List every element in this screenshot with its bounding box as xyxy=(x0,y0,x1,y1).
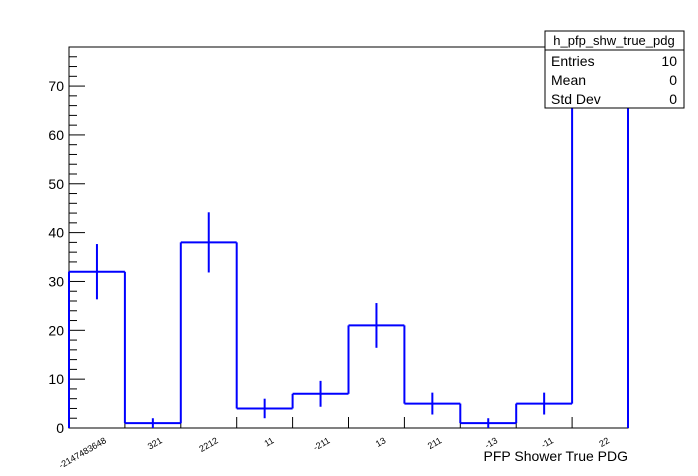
stats-title: h_pfp_shw_true_pdg xyxy=(553,33,674,48)
stats-label-stddev: Std Dev xyxy=(551,91,601,107)
histogram-bars xyxy=(68,46,629,428)
x-tick-label: 321 xyxy=(146,435,164,451)
x-axis-title: PFP Shower True PDG xyxy=(484,448,628,464)
stats-value-mean: 0 xyxy=(669,72,677,88)
y-tick-label: 60 xyxy=(48,127,64,143)
stats-label-entries: Entries xyxy=(551,53,595,69)
x-tick-label: 11 xyxy=(263,435,276,448)
stats-value-stddev: 0 xyxy=(669,91,677,107)
y-tick-label: 20 xyxy=(48,322,64,338)
stats-value-entries: 10 xyxy=(661,53,677,69)
y-tick-label: 70 xyxy=(48,78,64,94)
y-tick-label: 30 xyxy=(48,273,64,289)
y-tick-label: 50 xyxy=(48,176,64,192)
y-tick-label: 40 xyxy=(48,225,64,241)
x-tick-label: -2147483648 xyxy=(57,435,108,470)
histogram-bin xyxy=(123,271,181,425)
x-tick-label: -211 xyxy=(312,435,332,452)
histogram-bin xyxy=(403,325,461,405)
y-tick-label: 0 xyxy=(56,420,64,436)
x-tick-label: 211 xyxy=(426,435,443,451)
histogram-bin xyxy=(235,242,293,410)
x-tick-label: 2212 xyxy=(197,435,219,454)
y-axis: 0 10 20 30 40 50 60 70 xyxy=(48,46,85,436)
stats-label-mean: Mean xyxy=(551,72,586,88)
y-tick-label: 10 xyxy=(48,371,64,387)
x-tick-label: 22 xyxy=(597,435,611,449)
x-tick-label: 13 xyxy=(374,435,388,449)
stats-box: h_pfp_shw_true_pdg Entries 10 Mean 0 Std… xyxy=(544,30,685,109)
